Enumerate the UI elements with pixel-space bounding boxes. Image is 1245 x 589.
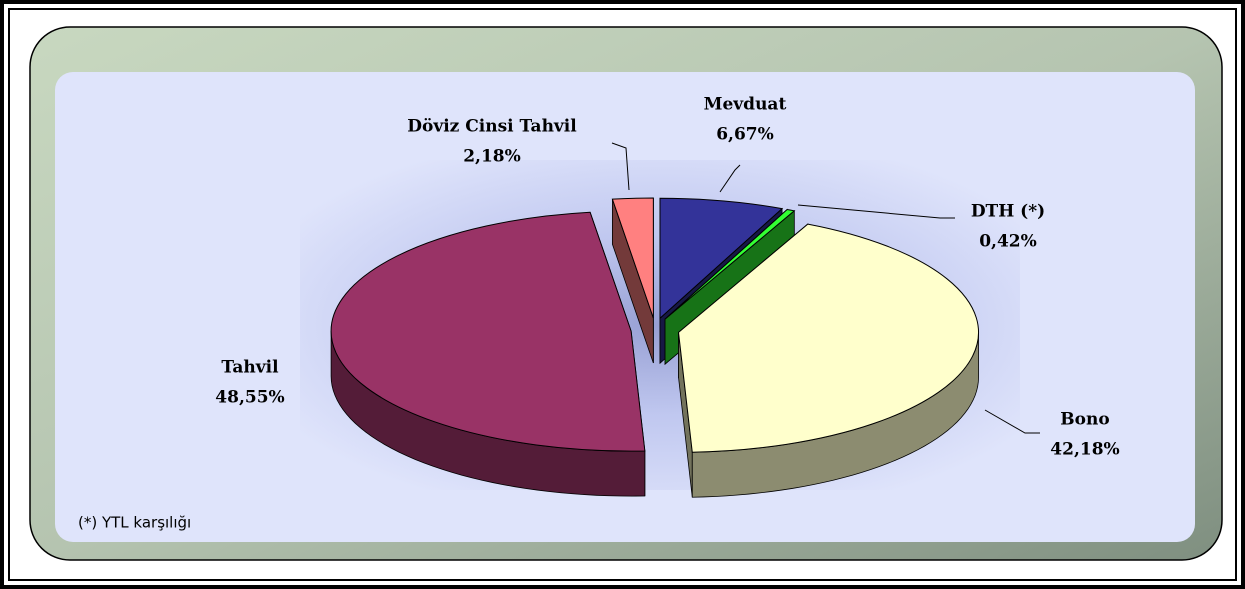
value-label: 0,42% [979,232,1037,252]
slice [677,223,980,453]
category-label: Tahvil [221,358,279,378]
value-label: 48,55% [215,388,284,408]
category-label: Döviz Cinsi Tahvil [407,117,577,137]
leader-lines [611,142,1040,434]
leader-line [984,409,1040,434]
slice [330,211,646,452]
value-label: 2,18% [463,147,521,167]
inner-border [8,8,1237,581]
slice [611,197,654,319]
footnote: (*) YTL karşılığı [78,514,191,532]
category-label: Bono [1060,410,1109,430]
pie [330,197,980,498]
slice [659,197,784,320]
leader-line [797,204,955,219]
slice [664,208,796,320]
leader-line [611,142,630,191]
category-label: Mevduat [704,95,787,115]
value-label: 6,67% [716,125,774,145]
leader-line [719,164,741,193]
category-label: DTH (*) [971,202,1045,222]
value-label: 42,18% [1050,440,1119,460]
